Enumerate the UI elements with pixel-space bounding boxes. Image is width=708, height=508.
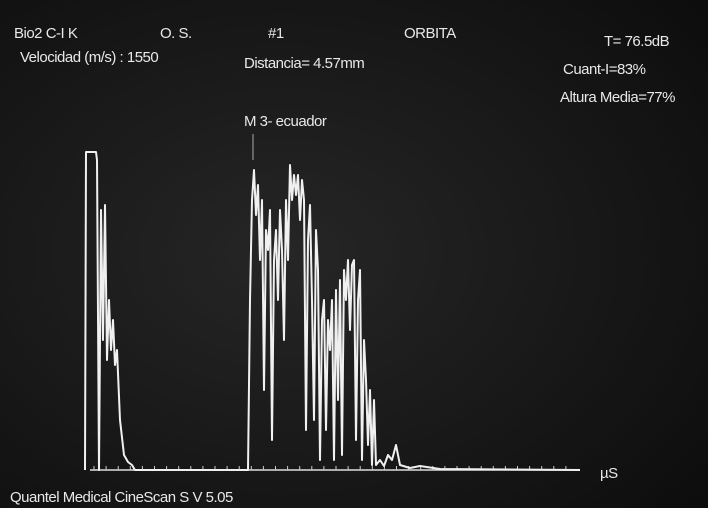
cuant: Cuant-I=83% — [563, 61, 646, 78]
probe: Bio2 C-I K — [14, 25, 78, 42]
distance: Distancia= 4.57mm — [244, 55, 364, 72]
eye: O. S. — [160, 25, 192, 42]
index: #1 — [268, 25, 284, 42]
gain: T= 76.5dB — [604, 33, 670, 50]
body: Bio2 C-I K O. S. #1 ORBITA T= 76.5dB Vel… — [0, 0, 708, 508]
velocity: Velocidad (m/s) : 1550 — [20, 49, 158, 66]
marker-label: M 3- ecuador — [244, 113, 327, 130]
mode: ORBITA — [404, 25, 456, 42]
page: A-scan {"header": {"probe": "Bio2 C-I K"… — [0, 0, 708, 508]
altura: Altura Media=77% — [560, 89, 675, 106]
axis-unit: µS — [600, 465, 618, 482]
screen: Bio2 C-I K O. S. #1 ORBITA T= 76.5dB Vel… — [0, 0, 708, 508]
footer: Quantel Medical CineScan S V 5.05 — [10, 489, 233, 506]
